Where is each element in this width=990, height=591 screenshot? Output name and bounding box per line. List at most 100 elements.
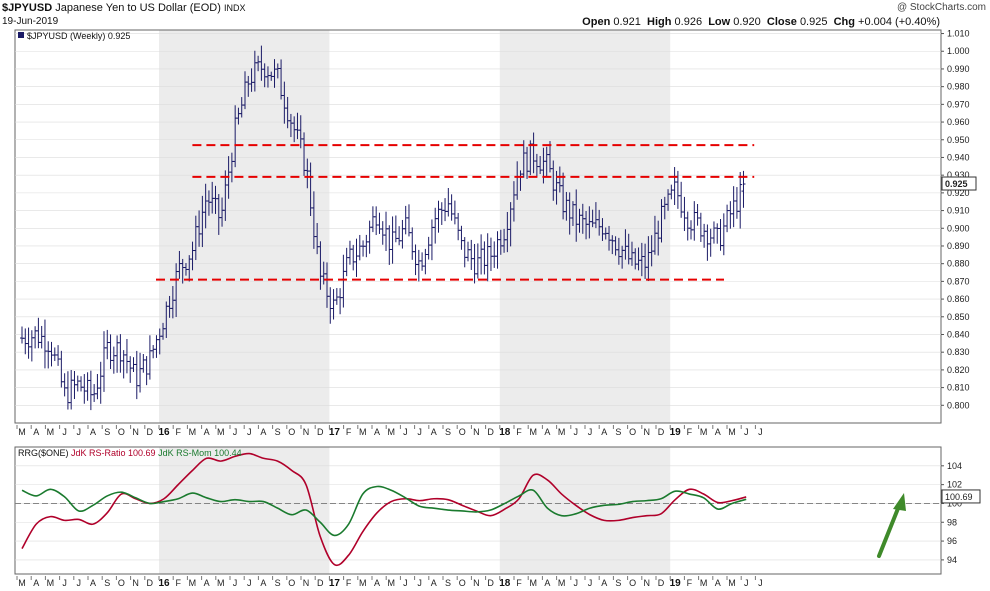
price-month-label: A xyxy=(431,427,437,437)
rrg-month-label: D xyxy=(147,578,154,588)
rrg-month-label: O xyxy=(459,578,466,588)
rrg-month-label: S xyxy=(445,578,451,588)
rrg-month-label: M xyxy=(558,578,566,588)
rrg-month-label: J xyxy=(758,578,763,588)
rrg-month-label: A xyxy=(715,578,721,588)
rrg-month-label: F xyxy=(346,578,352,588)
price-legend-text: $JPYUSD (Weekly) 0.925 xyxy=(27,31,130,41)
rrg-month-label: M xyxy=(18,578,26,588)
price-month-label: A xyxy=(260,427,266,437)
price-tick-label: 0.810 xyxy=(947,383,970,393)
price-tick-label: 0.860 xyxy=(947,294,970,304)
rrg-month-label: J xyxy=(403,578,408,588)
close-value: 0.925 xyxy=(799,16,828,28)
price-month-label: N xyxy=(644,427,651,437)
price-month-label: J xyxy=(403,427,408,437)
ohlc-readout: Open 0.921 High 0.926 Low 0.920 Close 0.… xyxy=(582,16,940,28)
rrg-month-label: D xyxy=(317,578,324,588)
last-price-box xyxy=(941,176,977,191)
price-tick-label: 0.980 xyxy=(947,82,970,92)
price-month-label: S xyxy=(445,427,451,437)
price-month-label: J xyxy=(744,427,749,437)
year-shade-top xyxy=(159,30,330,423)
last-price-label: 0.925 xyxy=(945,179,968,189)
price-month-label: J xyxy=(758,427,763,437)
rrg-month-label: O xyxy=(288,578,295,588)
price-month-label: S xyxy=(275,427,281,437)
price-month-label: A xyxy=(544,427,550,437)
price-month-label: F xyxy=(346,427,352,437)
rrg-legend-ratio: JdK RS-Ratio 100.69 xyxy=(69,448,156,458)
price-tick-label: 0.970 xyxy=(947,99,970,109)
symbol: $JPYUSD xyxy=(2,2,53,14)
rrg-month-label: M xyxy=(47,578,55,588)
price-tick-label: 0.890 xyxy=(947,241,970,251)
price-month-label: J xyxy=(62,427,67,437)
price-month-label: F xyxy=(687,427,693,437)
rrg-month-label: J xyxy=(588,578,593,588)
rrg-month-label: A xyxy=(544,578,550,588)
rrg-month-label: 17 xyxy=(329,578,341,589)
price-tick-label: 0.840 xyxy=(947,329,970,339)
price-month-label: M xyxy=(189,427,197,437)
price-month-label: D xyxy=(317,427,324,437)
rrg-month-label: S xyxy=(275,578,281,588)
chart-date: 19-Jun-2019 xyxy=(2,16,59,27)
price-month-label: 19 xyxy=(670,427,682,438)
rrg-last-box xyxy=(941,489,981,504)
price-month-label: O xyxy=(459,427,466,437)
rrg-month-label: J xyxy=(62,578,67,588)
annotation-arrow-shaft xyxy=(877,504,901,558)
price-month-label: A xyxy=(204,427,210,437)
rrg-month-label: J xyxy=(574,578,579,588)
close-label: Close xyxy=(766,16,797,28)
year-shade-top xyxy=(499,30,671,423)
price-tick-label: 0.990 xyxy=(947,64,970,74)
rrg-month-label: F xyxy=(687,578,693,588)
price-month-label: 16 xyxy=(158,427,170,438)
rrg-month-label: D xyxy=(487,578,494,588)
price-month-label: M xyxy=(529,427,537,437)
chg-label: Chg xyxy=(833,16,855,28)
price-tick-label: 0.900 xyxy=(947,223,970,233)
price-month-label: N xyxy=(473,427,480,437)
price-tick-label: 0.910 xyxy=(947,206,970,216)
price-month-label: J xyxy=(77,427,82,437)
price-month-label: 18 xyxy=(499,427,511,438)
price-month-label: F xyxy=(175,427,181,437)
rrg-month-label: A xyxy=(374,578,380,588)
exchange: INDX xyxy=(223,3,246,13)
chart-title: $JPYUSD Japanese Yen to US Dollar (EOD) … xyxy=(2,2,245,14)
rrg-month-label: J xyxy=(744,578,749,588)
price-panel-frame xyxy=(14,29,942,424)
rrg-legend-prefix: RRG($ONE) xyxy=(18,448,69,458)
rrg-month-label: 18 xyxy=(499,578,511,589)
open-value: 0.921 xyxy=(613,16,641,28)
rrg-month-label: S xyxy=(615,578,621,588)
price-tick-label: 0.820 xyxy=(947,365,970,375)
price-month-label: J xyxy=(233,427,238,437)
rrg-tick-label: 96 xyxy=(947,536,957,546)
rrg-month-label: M xyxy=(529,578,537,588)
price-tick-label: 0.880 xyxy=(947,259,970,269)
rrg-month-label: A xyxy=(90,578,96,588)
price-tick-label: 0.950 xyxy=(947,135,970,145)
price-tick-label: 0.830 xyxy=(947,347,970,357)
rrg-month-label: A xyxy=(431,578,437,588)
rrg-month-label: N xyxy=(303,578,310,588)
rrg-tick-label: 104 xyxy=(947,461,962,471)
price-tick-label: 0.800 xyxy=(947,400,970,410)
rrg-month-label: A xyxy=(601,578,607,588)
rrg-month-label: 16 xyxy=(158,578,170,589)
rrg-month-label: S xyxy=(104,578,110,588)
price-month-label: M xyxy=(217,427,225,437)
rrg-month-label: M xyxy=(217,578,225,588)
price-month-label: S xyxy=(615,427,621,437)
price-month-label: O xyxy=(629,427,636,437)
price-month-label: N xyxy=(303,427,310,437)
rrg-month-label: N xyxy=(473,578,480,588)
price-tick-label: 0.940 xyxy=(947,152,970,162)
rrg-month-label: J xyxy=(247,578,252,588)
rrg-month-label: O xyxy=(118,578,125,588)
